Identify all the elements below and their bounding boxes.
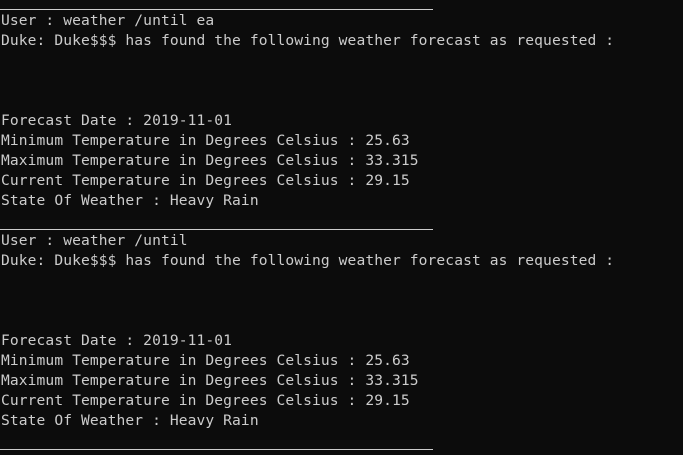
separator-line [0,229,433,230]
current-temperature-line: Current Temperature in Degrees Celsius :… [1,172,410,189]
forecast-date-line: Forecast Date : 2019-11-01 [1,112,233,129]
weather-state-line: State Of Weather : Heavy Rain [1,412,259,429]
forecast-date-line: Forecast Date : 2019-11-01 [1,332,233,349]
max-temperature-line: Maximum Temperature in Degrees Celsius :… [1,152,419,169]
separator-line [0,449,433,450]
min-temperature-line: Minimum Temperature in Degrees Celsius :… [1,132,410,149]
current-temperature-line: Current Temperature in Degrees Celsius :… [1,392,410,409]
duke-response-line: Duke: Duke$$$ has found the following we… [1,252,615,269]
user-command-line: User : weather /until ea [1,12,215,29]
weather-state-line: State Of Weather : Heavy Rain [1,192,259,209]
max-temperature-line: Maximum Temperature in Degrees Celsius :… [1,372,419,389]
separator-line [0,9,433,10]
duke-response-line: Duke: Duke$$$ has found the following we… [1,32,615,49]
min-temperature-line: Minimum Temperature in Degrees Celsius :… [1,352,410,369]
user-command-line: User : weather /until [1,232,188,249]
